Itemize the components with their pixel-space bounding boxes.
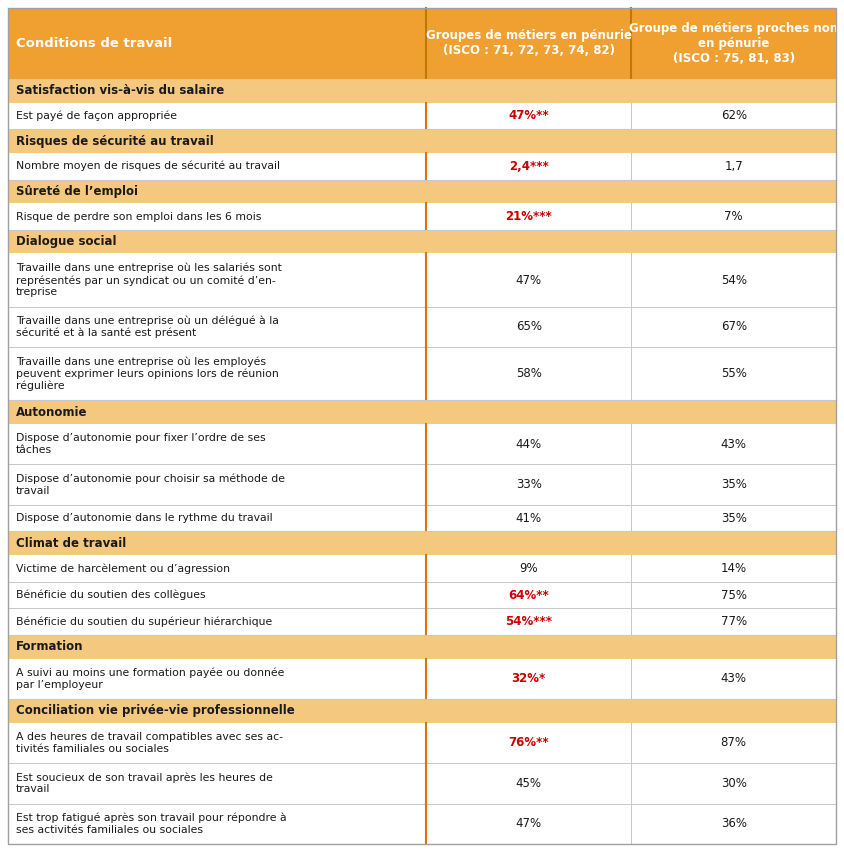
- Text: 54%***: 54%***: [506, 615, 552, 628]
- Text: 65%: 65%: [516, 320, 542, 333]
- Text: 47%: 47%: [516, 273, 542, 286]
- Text: Victime de harcèlement ou d’agression: Victime de harcèlement ou d’agression: [16, 563, 230, 573]
- Bar: [8, 659, 836, 699]
- Text: Risque de perdre son emploi dans les 6 mois: Risque de perdre son emploi dans les 6 m…: [16, 211, 262, 222]
- Bar: [8, 102, 836, 130]
- Text: 43%: 43%: [721, 672, 747, 685]
- Text: 75%: 75%: [721, 589, 747, 602]
- Text: Risques de sécurité au travail: Risques de sécurité au travail: [16, 135, 214, 147]
- Text: Autonomie: Autonomie: [16, 406, 88, 418]
- Text: 76%**: 76%**: [508, 736, 549, 750]
- Text: 1,7: 1,7: [724, 159, 743, 173]
- Text: 30%: 30%: [721, 777, 747, 790]
- Bar: [8, 556, 836, 582]
- Bar: [8, 699, 836, 722]
- Bar: [8, 79, 836, 102]
- Text: Travaille dans une entreprise où un délégué à la
sécurité et à la santé est prés: Travaille dans une entreprise où un délé…: [16, 315, 279, 338]
- Text: 77%: 77%: [721, 615, 747, 628]
- Text: 14%: 14%: [721, 562, 747, 575]
- Text: Conditions de travail: Conditions de travail: [16, 37, 172, 50]
- Text: Travaille dans une entreprise où les employés
peuvent exprimer leurs opinions lo: Travaille dans une entreprise où les emp…: [16, 356, 279, 391]
- Bar: [8, 424, 836, 464]
- Text: 47%**: 47%**: [508, 109, 549, 123]
- Bar: [8, 582, 836, 608]
- Bar: [8, 307, 836, 347]
- Text: 41%: 41%: [516, 512, 542, 525]
- Bar: [8, 464, 836, 505]
- Bar: [8, 763, 836, 803]
- Text: 7%: 7%: [724, 210, 743, 223]
- Text: 44%: 44%: [516, 438, 542, 451]
- Text: Groupes de métiers en pénurie
(ISCO : 71, 72, 73, 74, 82): Groupes de métiers en pénurie (ISCO : 71…: [426, 30, 632, 57]
- Text: A des heures de travail compatibles avec ses ac-
tivités familiales ou sociales: A des heures de travail compatibles avec…: [16, 732, 283, 754]
- Bar: [8, 254, 836, 307]
- Bar: [8, 180, 836, 203]
- Text: 2,4***: 2,4***: [509, 159, 549, 173]
- Text: Satisfaction vis-à-vis du salaire: Satisfaction vis-à-vis du salaire: [16, 84, 225, 97]
- Text: A suivi au moins une formation payée ou donnée
par l’employeur: A suivi au moins une formation payée ou …: [16, 668, 284, 690]
- Text: 64%**: 64%**: [508, 589, 549, 602]
- Text: Est payé de façon appropriée: Est payé de façon appropriée: [16, 111, 177, 121]
- Text: 58%: 58%: [516, 367, 542, 380]
- Text: 43%: 43%: [721, 438, 747, 451]
- Bar: [8, 608, 836, 635]
- Bar: [8, 230, 836, 254]
- Bar: [8, 347, 836, 400]
- Text: 33%: 33%: [516, 478, 542, 491]
- Bar: [8, 803, 836, 844]
- Text: 9%: 9%: [520, 562, 538, 575]
- Text: 35%: 35%: [721, 478, 747, 491]
- Text: Groupe de métiers proches non
en pénurie
(ISCO : 75, 81, 83): Groupe de métiers proches non en pénurie…: [629, 22, 838, 65]
- Text: Est soucieux de son travail après les heures de
travail: Est soucieux de son travail après les he…: [16, 772, 273, 794]
- Bar: [8, 400, 836, 424]
- Text: Formation: Formation: [16, 641, 84, 653]
- Bar: [8, 130, 836, 153]
- Bar: [8, 8, 836, 79]
- Text: 21%***: 21%***: [506, 210, 552, 223]
- Text: Travaille dans une entreprise où les salariés sont
représentés par un syndicat o: Travaille dans une entreprise où les sal…: [16, 263, 282, 297]
- Text: Dispose d’autonomie dans le rythme du travail: Dispose d’autonomie dans le rythme du tr…: [16, 513, 273, 523]
- Text: 55%: 55%: [721, 367, 747, 380]
- Text: 87%: 87%: [721, 736, 747, 750]
- Text: Dispose d’autonomie pour choisir sa méthode de
travail: Dispose d’autonomie pour choisir sa méth…: [16, 474, 285, 496]
- Text: 62%: 62%: [721, 109, 747, 123]
- Bar: [8, 635, 836, 659]
- Bar: [8, 153, 836, 180]
- Text: Dispose d’autonomie pour fixer l’ordre de ses
tâches: Dispose d’autonomie pour fixer l’ordre d…: [16, 434, 266, 455]
- Text: Conciliation vie privée-vie professionnelle: Conciliation vie privée-vie professionne…: [16, 705, 295, 717]
- Bar: [8, 203, 836, 230]
- Bar: [8, 722, 836, 763]
- Text: 54%: 54%: [721, 273, 747, 286]
- Text: 47%: 47%: [516, 817, 542, 831]
- Text: 67%: 67%: [721, 320, 747, 333]
- Text: 32%*: 32%*: [511, 672, 546, 685]
- Text: Sûreté de l’emploi: Sûreté de l’emploi: [16, 185, 138, 198]
- Text: Climat de travail: Climat de travail: [16, 537, 127, 550]
- Text: Bénéficie du soutien des collègues: Bénéficie du soutien des collègues: [16, 590, 206, 601]
- Text: Est trop fatigué après son travail pour répondre à
ses activités familiales ou s: Est trop fatigué après son travail pour …: [16, 813, 287, 835]
- Text: Nombre moyen de risques de sécurité au travail: Nombre moyen de risques de sécurité au t…: [16, 161, 280, 171]
- Bar: [8, 532, 836, 556]
- Text: 45%: 45%: [516, 777, 542, 790]
- Bar: [8, 505, 836, 532]
- Text: Dialogue social: Dialogue social: [16, 235, 116, 248]
- Text: 35%: 35%: [721, 512, 747, 525]
- Text: Bénéficie du soutien du supérieur hiérarchique: Bénéficie du soutien du supérieur hiérar…: [16, 617, 273, 627]
- Text: 36%: 36%: [721, 817, 747, 831]
